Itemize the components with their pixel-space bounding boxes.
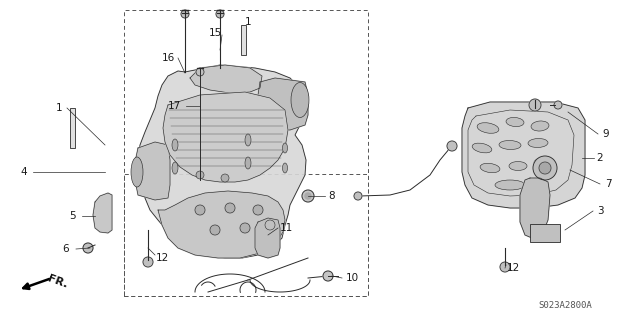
Polygon shape <box>255 218 280 258</box>
Text: 8: 8 <box>329 191 335 201</box>
Text: S023A2800A: S023A2800A <box>538 301 592 310</box>
Bar <box>124 174 368 296</box>
Ellipse shape <box>282 143 287 153</box>
Text: 12: 12 <box>506 263 520 273</box>
Circle shape <box>554 101 562 109</box>
Ellipse shape <box>291 83 309 117</box>
Ellipse shape <box>196 171 204 179</box>
Circle shape <box>354 192 362 200</box>
Circle shape <box>533 156 557 180</box>
Ellipse shape <box>480 163 500 173</box>
Ellipse shape <box>506 117 524 127</box>
Circle shape <box>253 205 263 215</box>
Text: 11: 11 <box>280 223 292 233</box>
Ellipse shape <box>499 140 521 150</box>
Circle shape <box>216 10 224 18</box>
Polygon shape <box>520 178 550 238</box>
Text: 4: 4 <box>20 167 28 177</box>
Ellipse shape <box>245 134 251 146</box>
Text: 1: 1 <box>56 103 62 113</box>
Circle shape <box>240 223 250 233</box>
Text: 5: 5 <box>68 211 76 221</box>
Ellipse shape <box>528 138 548 147</box>
Text: 9: 9 <box>603 129 609 139</box>
Ellipse shape <box>245 157 251 169</box>
Polygon shape <box>93 193 112 233</box>
Ellipse shape <box>534 158 552 167</box>
Text: 7: 7 <box>605 179 611 189</box>
Polygon shape <box>190 65 262 93</box>
Circle shape <box>302 190 314 202</box>
Circle shape <box>143 257 153 267</box>
Text: 6: 6 <box>63 244 69 254</box>
Circle shape <box>305 193 311 199</box>
Circle shape <box>210 225 220 235</box>
Ellipse shape <box>531 121 549 131</box>
Circle shape <box>539 162 551 174</box>
Text: 1: 1 <box>244 17 252 27</box>
Bar <box>241 25 246 55</box>
Circle shape <box>195 205 205 215</box>
Text: 16: 16 <box>161 53 175 63</box>
Circle shape <box>181 10 189 18</box>
Text: 3: 3 <box>596 206 604 216</box>
Circle shape <box>83 243 93 253</box>
Ellipse shape <box>495 180 525 190</box>
Circle shape <box>529 99 541 111</box>
Ellipse shape <box>131 157 143 187</box>
Text: FR.: FR. <box>46 274 68 290</box>
Text: 2: 2 <box>596 153 604 163</box>
Circle shape <box>447 141 457 151</box>
Polygon shape <box>163 92 288 182</box>
Polygon shape <box>135 142 170 200</box>
Ellipse shape <box>282 163 287 173</box>
Circle shape <box>265 220 275 230</box>
Bar <box>530 224 560 242</box>
Text: 10: 10 <box>346 273 358 283</box>
Text: 15: 15 <box>209 28 221 38</box>
Ellipse shape <box>472 143 492 153</box>
Circle shape <box>500 262 510 272</box>
Circle shape <box>323 271 333 281</box>
Ellipse shape <box>221 174 229 182</box>
Text: 12: 12 <box>156 253 168 263</box>
Ellipse shape <box>172 162 178 174</box>
Ellipse shape <box>509 161 527 170</box>
Bar <box>124 10 368 296</box>
Bar <box>70 108 75 148</box>
Circle shape <box>196 68 204 76</box>
Polygon shape <box>158 191 285 258</box>
Ellipse shape <box>172 139 178 151</box>
Circle shape <box>225 203 235 213</box>
Ellipse shape <box>477 123 499 133</box>
Polygon shape <box>258 78 308 130</box>
Text: 17: 17 <box>168 101 180 111</box>
Polygon shape <box>462 102 585 208</box>
Polygon shape <box>138 65 306 258</box>
